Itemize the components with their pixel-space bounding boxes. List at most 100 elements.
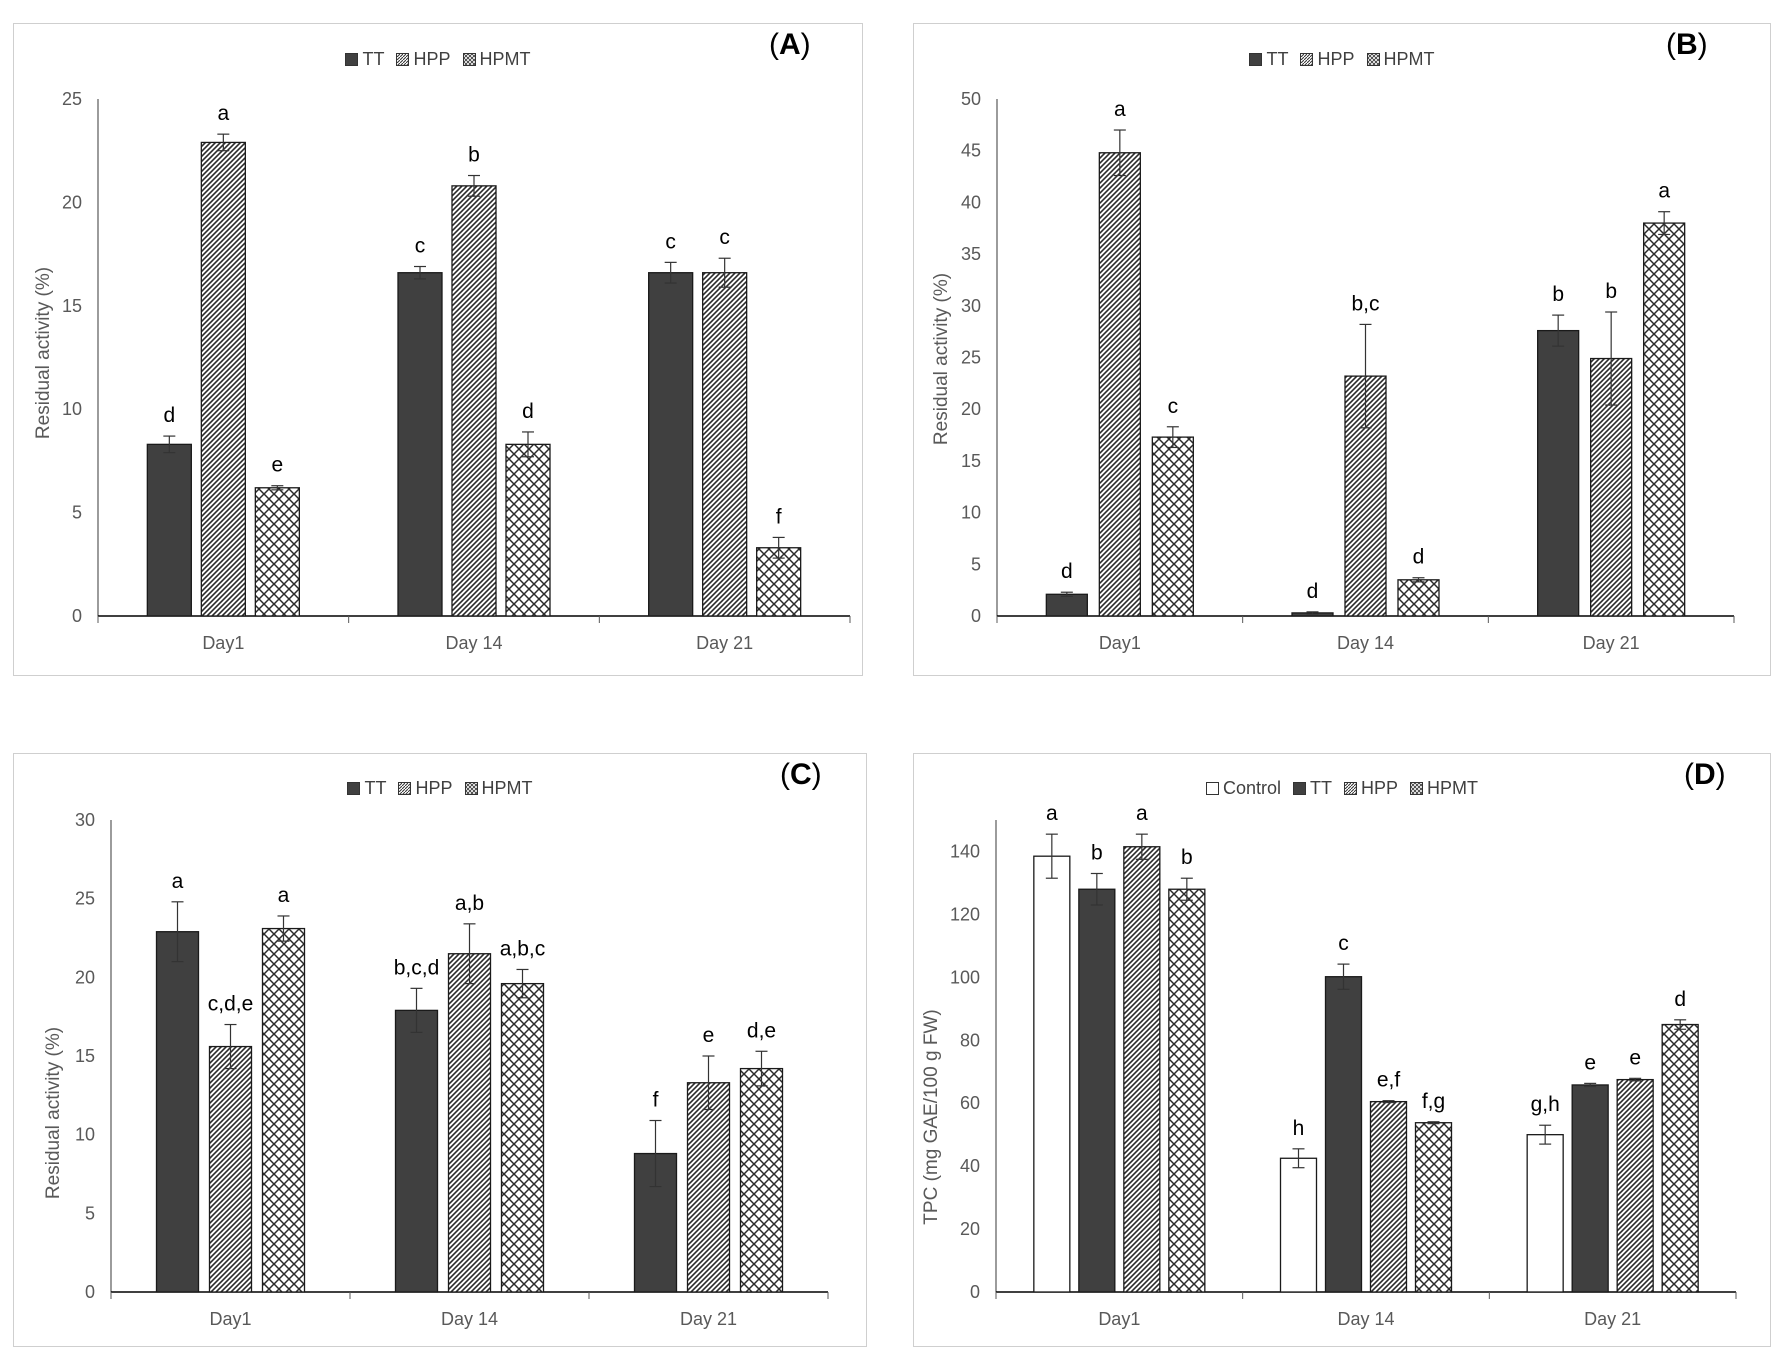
error-bar <box>1605 311 1618 406</box>
y-tick-label: 15 <box>62 296 82 316</box>
legend-item: HPP <box>1300 49 1355 70</box>
bar-tt-day21 <box>1571 1084 1609 1293</box>
significance-letter: a <box>1046 802 1058 825</box>
bar-hpmt-day21 <box>1643 222 1686 617</box>
chart-svg: 0 5 10 15 20 25 30 Day1 a c,d,e a Day 14 b,c,d a,b a,b… <box>75 810 829 1329</box>
legend-label: TT <box>1266 49 1289 69</box>
legend-swatch <box>462 53 476 66</box>
error-bar <box>1552 314 1565 347</box>
legend-swatch <box>1344 782 1357 795</box>
legend-swatch <box>1366 53 1380 66</box>
panel-label: (B) <box>1666 28 1708 61</box>
y-tick-label: 20 <box>961 399 981 419</box>
bar-hpp-day21 <box>702 272 748 617</box>
significance-letter: b <box>468 144 480 167</box>
legend-item: TT <box>1249 49 1288 70</box>
x-tick-label: Day 21 <box>696 633 753 653</box>
y-tick-label: 20 <box>960 1219 980 1239</box>
panel-b: (B) TT HPP HPMT Residual activity (%) 0 5 10… <box>913 23 1771 676</box>
error-bar <box>1412 577 1425 583</box>
panel-label: (A) <box>769 28 811 61</box>
chart-svg: 0 5 10 15 20 25 Day1 d a e Day 14 c b d Day 21 c c f <box>62 89 851 653</box>
panel-label: (C) <box>780 758 822 791</box>
legend-item: HPMT <box>1366 49 1435 70</box>
significance-letter: e <box>271 454 283 477</box>
bar-hpmt-day1 <box>1151 436 1194 617</box>
significance-letter: a,b <box>455 892 484 915</box>
bar-tt-day1 <box>155 931 200 1293</box>
legend-swatch <box>398 782 412 795</box>
legend-label: TT <box>362 49 385 69</box>
x-tick-label: Day 21 <box>1584 1309 1641 1329</box>
y-tick-label: 25 <box>62 89 82 109</box>
legend-item: HPMT <box>462 49 531 70</box>
error-bar <box>702 1055 715 1111</box>
significance-letter: d <box>1413 546 1425 569</box>
significance-letter: c <box>719 226 730 249</box>
bar-hpmt-day1 <box>261 927 306 1293</box>
bar-hpp-day1 <box>1123 846 1161 1293</box>
error-bar <box>468 174 480 197</box>
error-bar <box>163 435 176 454</box>
x-tick-label: Day1 <box>1098 1309 1140 1329</box>
bar-tt-day1 <box>1045 593 1088 617</box>
bar-hpp-day21 <box>686 1082 731 1293</box>
x-tick-label: Day 14 <box>441 1309 498 1329</box>
panel-d: (D) Control TT HPP HPMT TPC (mg GAE/100 g F… <box>913 753 1771 1347</box>
legend-swatch <box>1205 782 1219 795</box>
legend-label: HPP <box>1361 778 1399 798</box>
significance-letter: d <box>522 400 534 423</box>
legend-swatch <box>396 53 410 66</box>
x-tick-label: Day 14 <box>445 633 502 653</box>
legend: TT HPP HPMT <box>914 49 1770 70</box>
y-tick-label: 20 <box>75 967 95 987</box>
y-tick-label: 140 <box>950 841 980 861</box>
y-tick-label: 0 <box>971 606 981 626</box>
significance-letter: e <box>1629 1046 1641 1069</box>
legend-item: HPP <box>1344 778 1398 799</box>
legend-swatch <box>1249 53 1263 66</box>
y-tick-label: 5 <box>72 503 82 523</box>
error-bar <box>1306 611 1319 615</box>
significance-letter: d <box>1061 560 1073 583</box>
y-tick-label: 25 <box>75 889 95 909</box>
chart-svg: 0 20 40 60 80 100 120 140 Day1 a b a b Day 14 h c e,f f,g… <box>950 802 1737 1329</box>
legend: Control TT HPP HPMT <box>914 778 1770 799</box>
bar-hpp-day21 <box>1616 1078 1654 1293</box>
significance-letter: c <box>665 230 676 253</box>
legend-item: HPMT <box>464 778 533 799</box>
legend-item: Control <box>1205 778 1281 799</box>
bar-hpp-day1 <box>200 141 246 617</box>
bar-hpmt-day14 <box>1414 1122 1453 1293</box>
error-bar <box>271 485 284 491</box>
error-bar <box>217 133 230 152</box>
y-tick-label: 30 <box>961 296 981 316</box>
error-bar <box>718 257 731 288</box>
significance-letter: a <box>172 870 184 893</box>
error-bar <box>649 1119 662 1188</box>
significance-letter: c <box>1338 932 1349 955</box>
legend: TT HPP HPMT <box>14 778 866 799</box>
bar-tt-day14 <box>394 1009 439 1293</box>
y-tick-label: 40 <box>960 1156 980 1176</box>
significance-letter: a,b,c <box>500 937 546 960</box>
significance-letter: f,g <box>1422 1090 1445 1113</box>
error-bar <box>1090 872 1103 906</box>
y-tick-label: 60 <box>960 1093 980 1113</box>
legend-label: HPP <box>413 49 451 69</box>
significance-letter: e,f <box>1377 1069 1401 1092</box>
significance-letter: c <box>1168 395 1179 418</box>
error-bar <box>224 1023 237 1070</box>
y-tick-label: 15 <box>75 1046 95 1066</box>
y-tick-label: 80 <box>960 1030 980 1050</box>
significance-letter: b <box>1552 283 1564 306</box>
error-bar <box>1674 1019 1687 1030</box>
y-tick-label: 5 <box>971 554 981 574</box>
bar-hpmt-day21 <box>739 1067 784 1293</box>
significance-letter: h <box>1293 1117 1305 1140</box>
bar-hpp-day1 <box>1098 152 1141 617</box>
legend-swatch <box>1410 782 1424 795</box>
significance-letter: a <box>1136 802 1148 825</box>
error-bar <box>1135 833 1148 860</box>
error-bar <box>1045 833 1058 879</box>
